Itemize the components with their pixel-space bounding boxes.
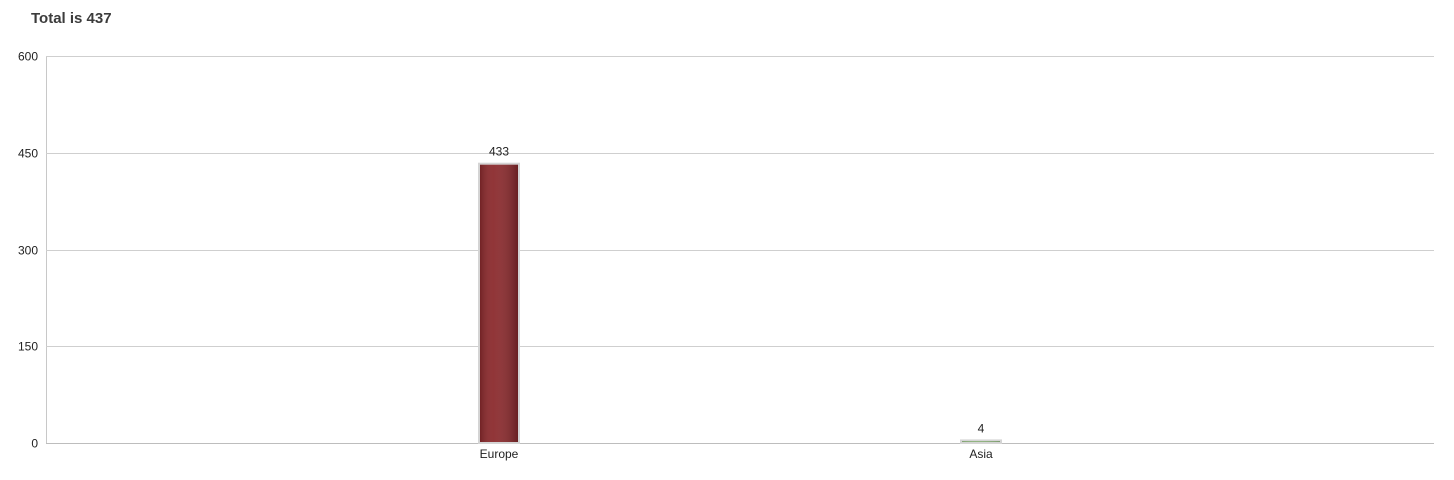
- y-tick-label: 150: [18, 340, 38, 354]
- bar-shading: [480, 164, 518, 442]
- bar-asia: [960, 439, 1002, 445]
- y-axis: 0 150 300 450 600: [18, 50, 38, 451]
- y-tick-label: 600: [18, 50, 38, 64]
- y-tick-label: 0: [31, 437, 38, 451]
- bar-shading: [962, 441, 1000, 442]
- bar-europe: [478, 162, 520, 444]
- data-label: 4: [978, 421, 985, 435]
- data-label: 433: [489, 145, 509, 159]
- x-axis: Europe Asia: [480, 447, 993, 461]
- y-tick-label: 300: [18, 244, 38, 258]
- y-tick-label: 450: [18, 147, 38, 161]
- x-tick-label: Asia: [969, 447, 993, 461]
- bars: 433 4: [478, 145, 1002, 445]
- x-tick-label: Europe: [480, 447, 519, 461]
- grid-lines: [46, 56, 1434, 444]
- chart-title: Total is 437: [31, 10, 112, 27]
